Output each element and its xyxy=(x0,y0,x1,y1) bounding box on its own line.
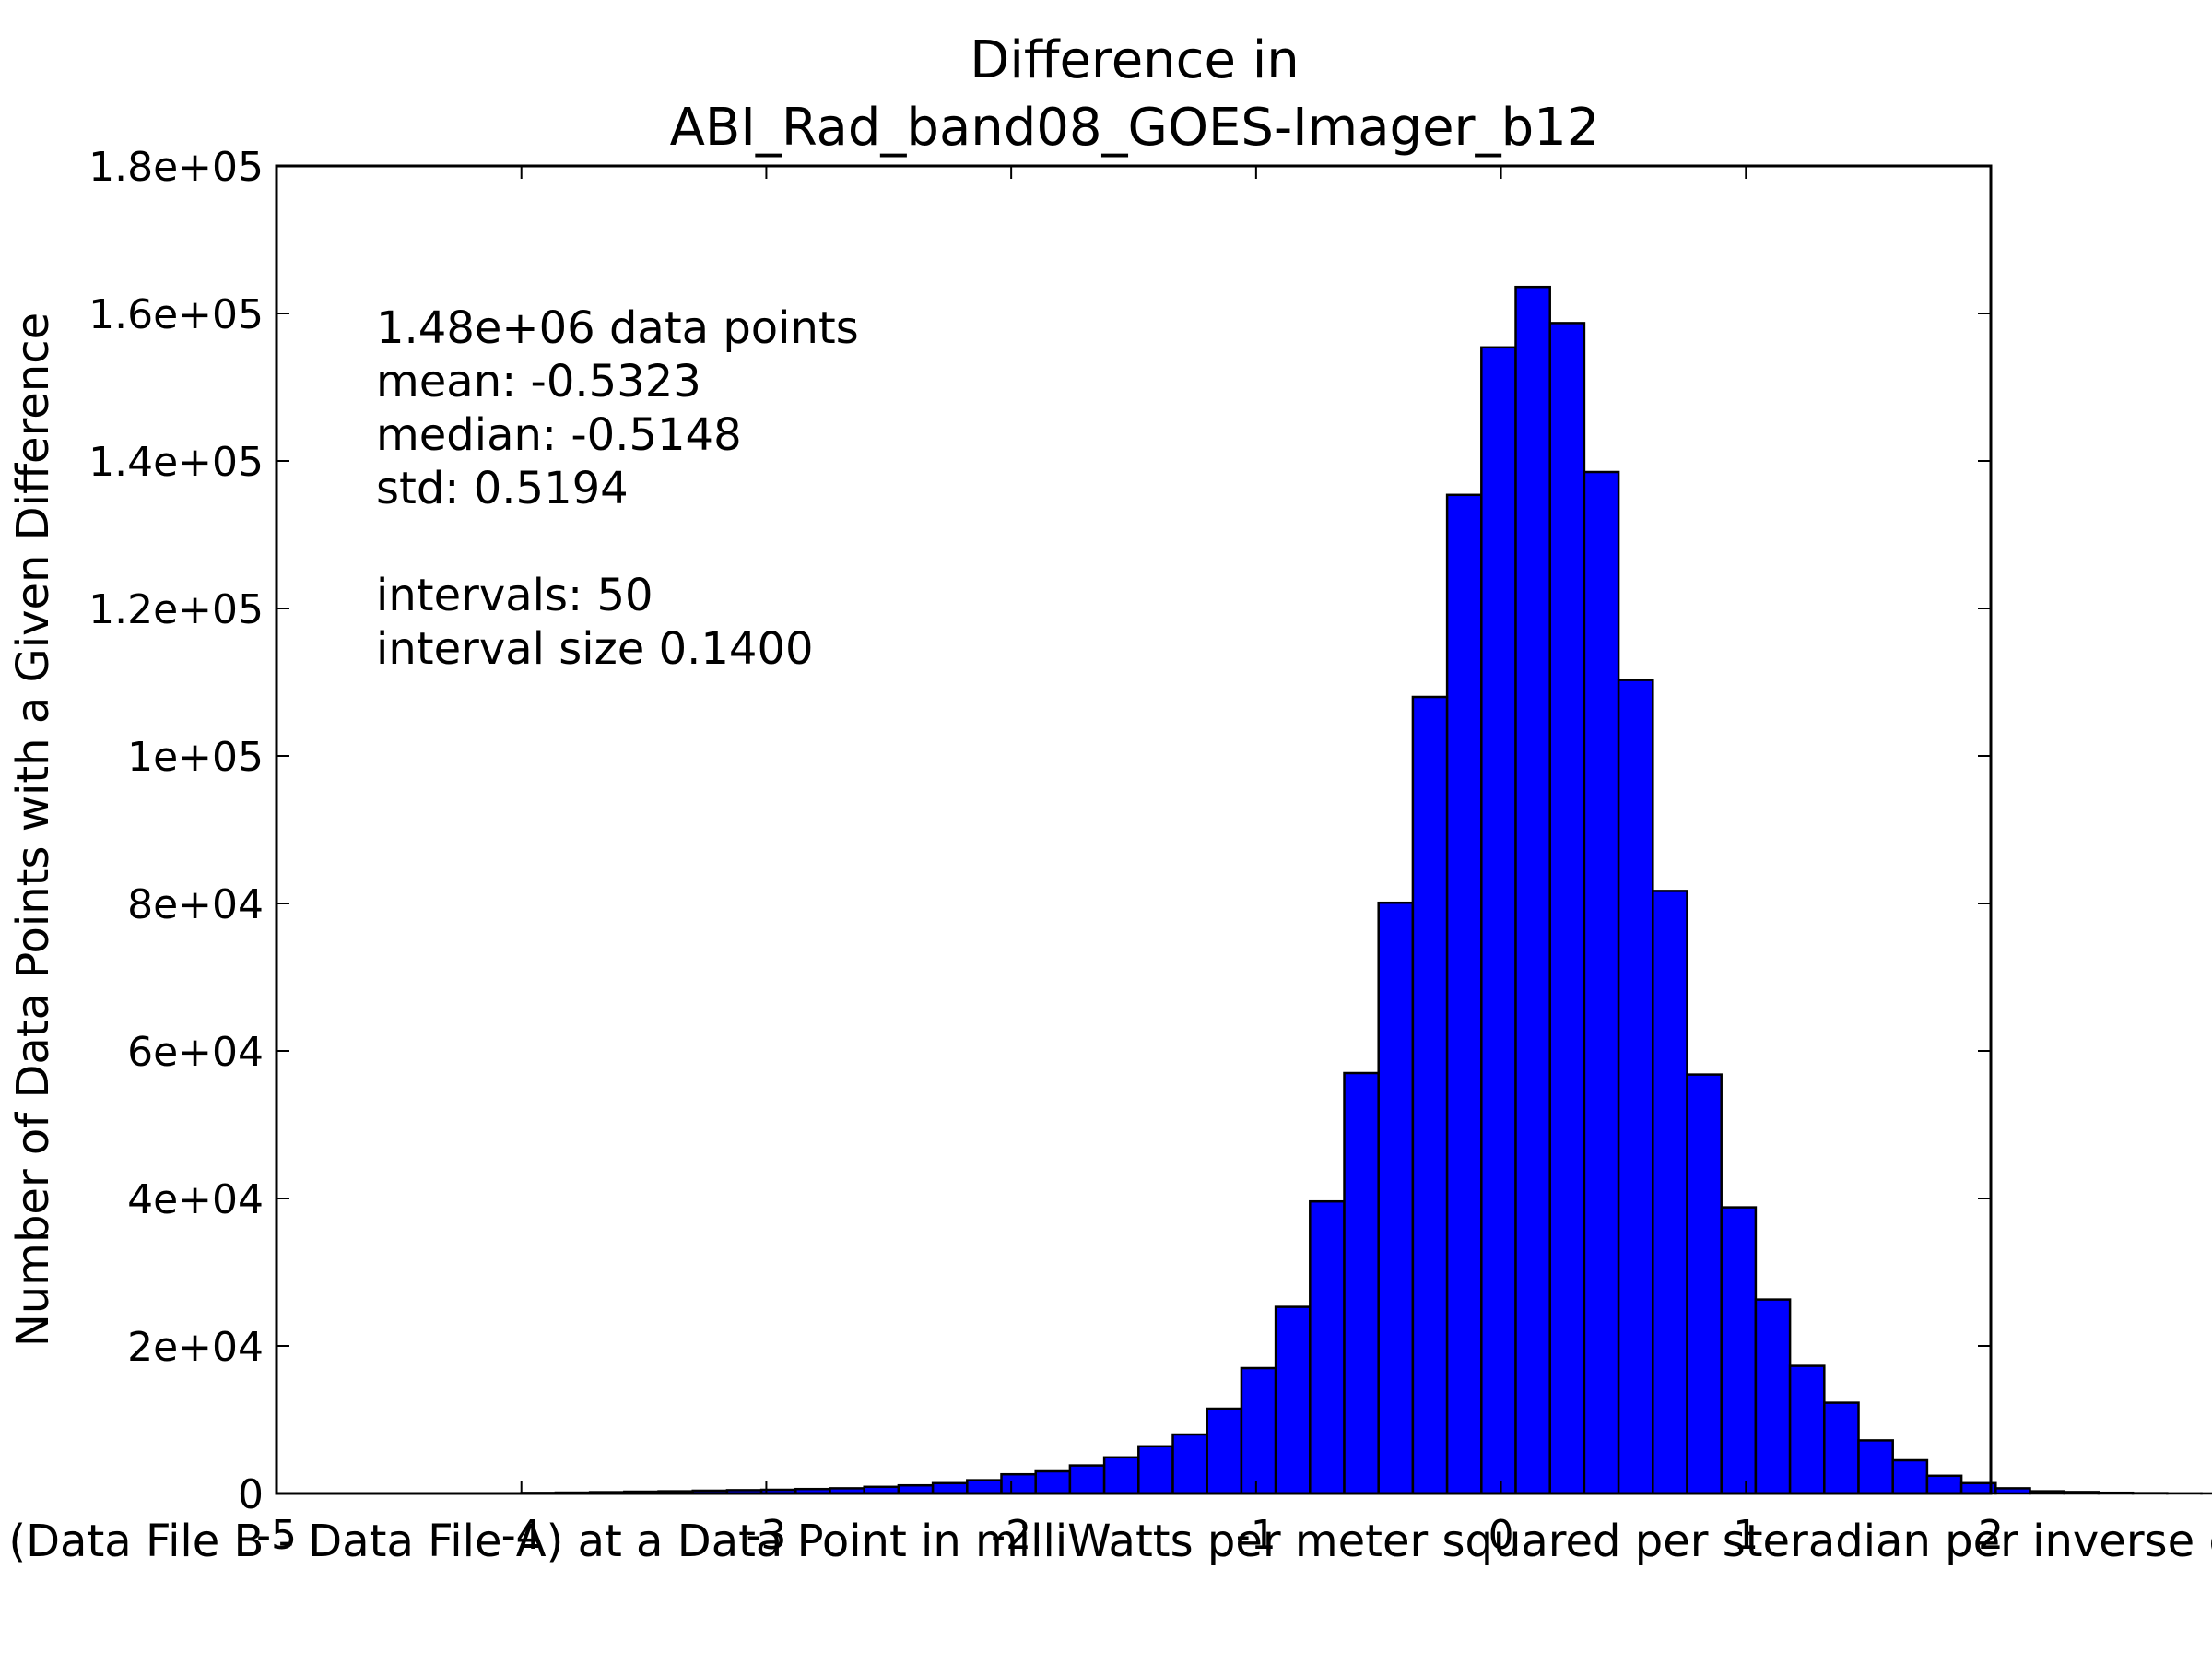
y-tick-label: 1.8e+05 xyxy=(88,144,264,191)
annotation-line: mean: -0.5323 xyxy=(376,356,701,407)
histogram-bar xyxy=(1824,1403,1858,1493)
histogram-bar xyxy=(1550,323,1584,1493)
histogram-bar xyxy=(1756,1300,1790,1493)
histogram-bar xyxy=(1722,1208,1756,1493)
y-tick-label: 0 xyxy=(238,1471,264,1518)
histogram-bar xyxy=(1241,1368,1276,1493)
chart-title-line2: ABI_Rad_band08_GOES-Imager_b12 xyxy=(670,98,1600,158)
annotation-line: median: -0.5148 xyxy=(376,409,742,461)
histogram-bar xyxy=(1379,903,1413,1493)
histogram-bar xyxy=(1036,1471,1070,1493)
histogram-bar xyxy=(1859,1440,1893,1493)
histogram-bar xyxy=(1790,1366,1824,1493)
y-tick-label: 1.4e+05 xyxy=(88,439,264,486)
y-axis-label: Number of Data Points with a Given Diffe… xyxy=(7,313,59,1347)
histogram-bar xyxy=(1516,287,1550,1493)
annotation-line: 1.48e+06 data points xyxy=(376,302,859,354)
histogram-bar xyxy=(967,1481,1001,1493)
y-tick-label: 8e+04 xyxy=(127,881,264,928)
histogram-bar xyxy=(1345,1073,1379,1493)
y-tick-label: 2e+04 xyxy=(127,1324,264,1371)
histogram-bar xyxy=(1653,891,1687,1493)
histogram-bar xyxy=(2030,1492,2065,1493)
histogram-bar xyxy=(1447,495,1481,1493)
y-tick-label: 6e+04 xyxy=(127,1029,264,1076)
x-axis-label: Value of (Data File B - Data File A) at … xyxy=(0,1516,2212,1567)
histogram-bar xyxy=(1618,680,1653,1493)
histogram-bar xyxy=(1173,1434,1207,1493)
annotation-line: interval size 0.1400 xyxy=(376,623,814,675)
histogram-bar xyxy=(1893,1460,1927,1493)
y-tick-label: 4e+04 xyxy=(127,1176,264,1223)
histogram-bar xyxy=(1688,1075,1722,1493)
histogram-bar xyxy=(2065,1492,2099,1493)
histogram-bar xyxy=(1927,1476,1961,1493)
y-tick-label: 1e+05 xyxy=(127,734,264,781)
annotation-line: std: 0.5194 xyxy=(376,463,629,514)
histogram-bar xyxy=(1481,348,1515,1493)
y-tick-label: 1.2e+05 xyxy=(88,586,264,633)
histogram-bar xyxy=(1104,1457,1138,1493)
histogram-bar xyxy=(1995,1488,2030,1493)
histogram-bar xyxy=(1138,1446,1172,1493)
y-tick-label: 1.6e+05 xyxy=(88,291,264,338)
histogram-bar xyxy=(1584,472,1618,1493)
histogram-bar xyxy=(1070,1466,1104,1493)
chart-title-line1: Difference in xyxy=(970,30,1300,90)
histogram-bar xyxy=(1310,1201,1344,1493)
histogram-bar xyxy=(1002,1474,1036,1493)
histogram-bar xyxy=(1276,1307,1310,1493)
histogram-bar xyxy=(1207,1409,1241,1493)
annotation-line: intervals: 50 xyxy=(376,570,653,621)
histogram-bar xyxy=(933,1483,967,1493)
histogram-bar xyxy=(1413,697,1447,1493)
